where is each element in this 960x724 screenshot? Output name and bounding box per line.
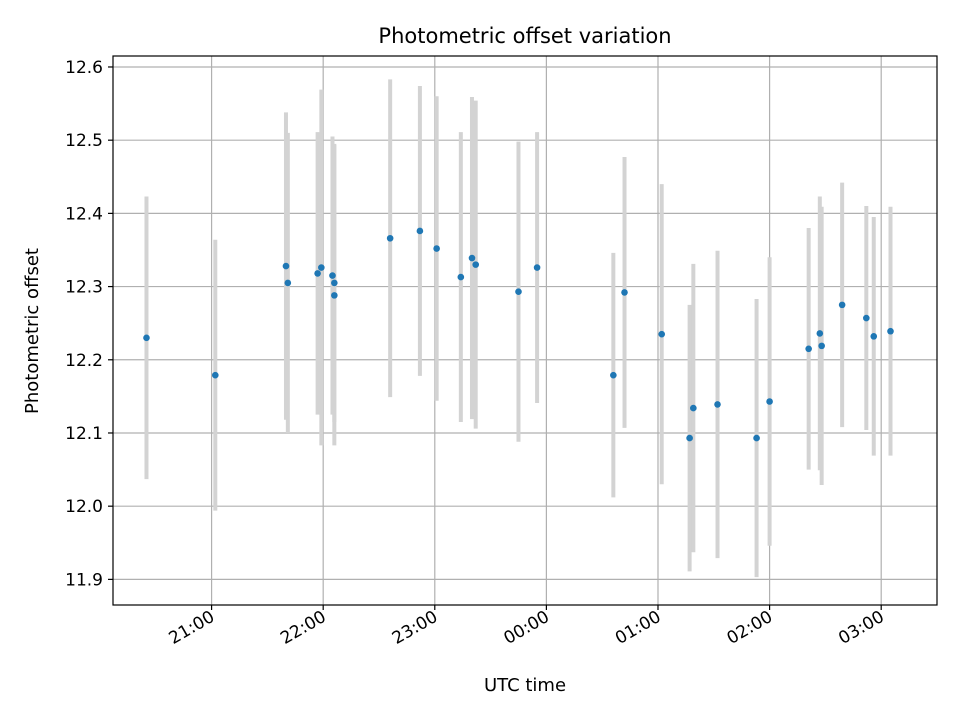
data-point bbox=[331, 279, 338, 287]
y-tick-label: 12.6 bbox=[65, 58, 103, 78]
data-point bbox=[416, 227, 424, 235]
data-point bbox=[714, 401, 721, 408]
data-point bbox=[766, 398, 773, 405]
data-point bbox=[610, 371, 617, 379]
data-point bbox=[887, 327, 894, 335]
chart-title: Photometric offset variation bbox=[378, 24, 671, 48]
y-axis-label: Photometric offset bbox=[22, 248, 43, 414]
data-point bbox=[386, 234, 394, 242]
y-tick-label: 12.1 bbox=[65, 424, 103, 444]
data-point bbox=[331, 292, 338, 299]
data-point bbox=[621, 289, 628, 296]
x-axis-label: UTC time bbox=[484, 675, 566, 696]
y-tick-label: 12.5 bbox=[65, 131, 103, 151]
data-point bbox=[838, 301, 846, 309]
data-point bbox=[690, 404, 697, 412]
data-point bbox=[329, 272, 336, 279]
plot-frame bbox=[112, 55, 938, 606]
data-points bbox=[143, 227, 894, 442]
data-point bbox=[143, 334, 150, 342]
y-tick-label: 12.2 bbox=[65, 351, 103, 371]
y-tick-label: 11.9 bbox=[65, 570, 103, 590]
data-point bbox=[284, 279, 292, 287]
data-point bbox=[753, 434, 760, 442]
y-tick-label: 12.4 bbox=[65, 204, 103, 224]
data-point bbox=[212, 371, 219, 379]
data-point bbox=[457, 273, 465, 281]
data-point bbox=[318, 264, 325, 271]
y-tick-label: 12.3 bbox=[65, 278, 103, 298]
data-point bbox=[472, 261, 480, 268]
data-point bbox=[468, 254, 476, 262]
data-point bbox=[533, 264, 541, 271]
data-point bbox=[282, 262, 290, 270]
data-point bbox=[805, 345, 812, 353]
data-point bbox=[863, 314, 870, 322]
data-point bbox=[433, 245, 440, 252]
plot-area bbox=[113, 56, 937, 605]
data-point bbox=[816, 330, 824, 337]
data-point bbox=[870, 333, 878, 340]
data-point bbox=[818, 342, 825, 350]
y-tick-label: 12.0 bbox=[65, 497, 103, 517]
data-point bbox=[515, 288, 522, 296]
data-point bbox=[658, 330, 666, 338]
data-point bbox=[686, 434, 693, 442]
data-point bbox=[314, 270, 321, 277]
